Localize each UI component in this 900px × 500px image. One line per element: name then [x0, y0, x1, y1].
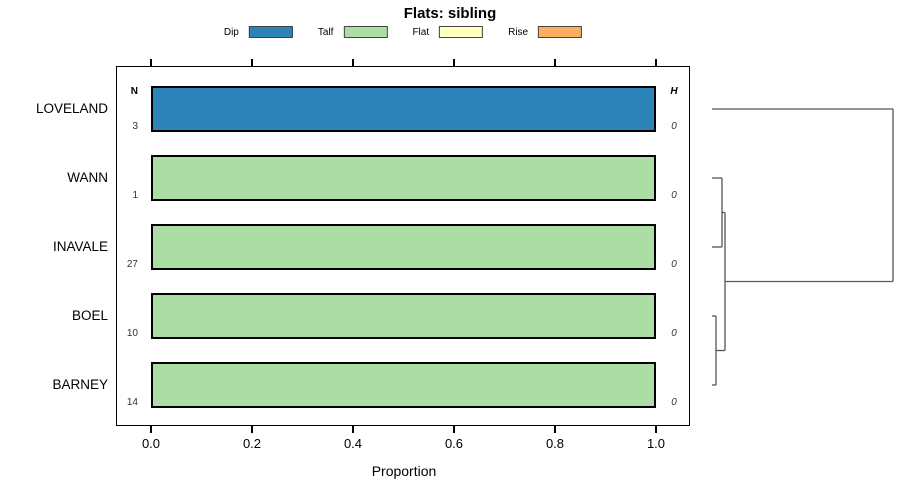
h-value-inavale: 0: [671, 259, 677, 270]
top-axis-tick: [251, 59, 253, 66]
bar-loveland: [151, 86, 656, 132]
x-tick-label: 0.6: [444, 436, 464, 451]
bar-wann: [151, 155, 656, 201]
bar-boel: [151, 293, 656, 339]
h-value-loveland: 0: [671, 121, 677, 132]
top-axis-tick: [655, 59, 657, 66]
chart-title: Flats: sibling: [403, 5, 497, 22]
legend: Dip Talf Flat Rise: [224, 26, 583, 38]
y-axis-label-boel: BOEL: [71, 308, 108, 323]
y-axis-label-loveland: LOVELAND: [35, 101, 108, 116]
h-value-wann: 0: [671, 190, 677, 201]
x-axis-label: Proportion: [371, 463, 437, 479]
h-value-boel: 0: [671, 328, 677, 339]
x-tick-label: 0.2: [242, 436, 262, 451]
bottom-axis-tick: [453, 426, 455, 433]
legend-swatch-rise: [538, 26, 583, 38]
x-tick-label: 1.0: [646, 436, 666, 451]
bottom-axis-tick: [150, 426, 152, 433]
bar-barney: [151, 362, 656, 408]
legend-label: Talf: [317, 26, 334, 38]
top-axis-tick: [150, 59, 152, 66]
h-column-header: H: [670, 86, 678, 97]
legend-swatch-flat: [439, 26, 484, 38]
legend-label: Dip: [223, 26, 239, 38]
bottom-axis-tick: [655, 426, 657, 433]
x-tick-label: 0.8: [545, 436, 565, 451]
legend-label: Flat: [412, 26, 430, 38]
n-value-barney: 14: [126, 397, 138, 408]
legend-swatch-dip: [248, 26, 293, 38]
top-axis-tick: [453, 59, 455, 66]
legend-item-rise: Rise: [508, 26, 583, 38]
legend-swatch-talf: [343, 26, 388, 38]
y-axis-label-inavale: INAVALE: [52, 239, 108, 254]
legend-item-dip: Dip: [224, 26, 293, 38]
legend-item-flat: Flat: [412, 26, 484, 38]
n-value-boel: 10: [126, 328, 138, 339]
x-tick-label: 0.4: [343, 436, 363, 451]
n-column-header: N: [130, 86, 138, 97]
y-axis-label-wann: WANN: [67, 170, 108, 185]
top-axis-tick: [554, 59, 556, 66]
bottom-axis-tick: [554, 426, 556, 433]
bar-inavale: [151, 224, 656, 270]
bottom-axis-tick: [352, 426, 354, 433]
bottom-axis-tick: [251, 426, 253, 433]
y-axis-label-barney: BARNEY: [52, 377, 108, 392]
n-value-wann: 1: [132, 190, 138, 201]
top-axis-tick: [352, 59, 354, 66]
h-value-barney: 0: [671, 397, 677, 408]
n-value-inavale: 27: [126, 259, 138, 270]
n-value-loveland: 3: [132, 121, 138, 132]
legend-label: Rise: [508, 26, 529, 38]
legend-item-talf: Talf: [318, 26, 388, 38]
x-tick-label: 0.0: [141, 436, 161, 451]
